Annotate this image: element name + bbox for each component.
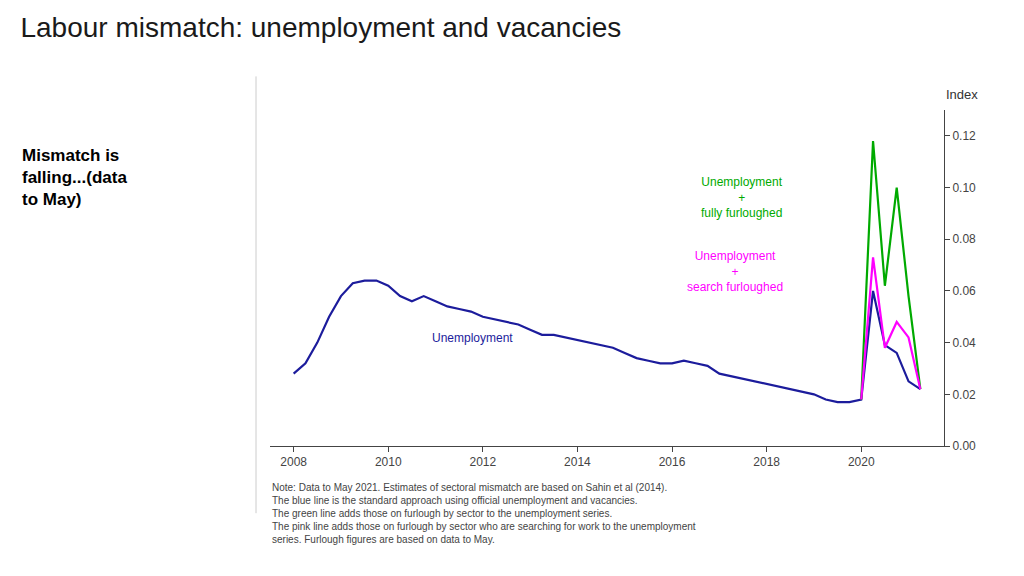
svg-text:Mismatch isfalling...(datato M: Mismatch isfalling...(datato May) xyxy=(22,146,127,209)
svg-text:2020: 2020 xyxy=(848,455,875,469)
svg-text:Unemployment+search furloughed: Unemployment+search furloughed xyxy=(687,249,783,294)
svg-text:2010: 2010 xyxy=(375,455,402,469)
svg-text:0.10: 0.10 xyxy=(952,181,976,195)
svg-text:Unemployment: Unemployment xyxy=(432,331,513,345)
svg-text:Unemployment+fully furloughed: Unemployment+fully furloughed xyxy=(701,175,783,220)
svg-text:Note: Data to May 2021. Estima: Note: Data to May 2021. Estimates of sec… xyxy=(272,482,696,545)
svg-text:0.02: 0.02 xyxy=(952,388,976,402)
svg-text:0.04: 0.04 xyxy=(952,336,976,350)
svg-text:Labour mismatch: unemployment: Labour mismatch: unemployment and vacanc… xyxy=(20,12,621,43)
svg-text:0.06: 0.06 xyxy=(952,284,976,298)
svg-text:Index: Index xyxy=(946,87,978,102)
svg-text:2012: 2012 xyxy=(469,455,496,469)
svg-text:0.08: 0.08 xyxy=(952,232,976,246)
svg-text:2018: 2018 xyxy=(753,455,780,469)
svg-text:2016: 2016 xyxy=(659,455,686,469)
svg-text:2014: 2014 xyxy=(564,455,591,469)
svg-text:2008: 2008 xyxy=(280,455,307,469)
svg-text:0.12: 0.12 xyxy=(952,129,976,143)
svg-text:0.00: 0.00 xyxy=(952,439,976,453)
